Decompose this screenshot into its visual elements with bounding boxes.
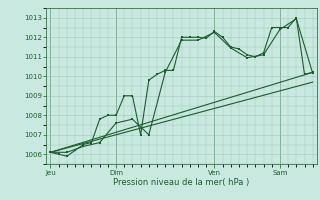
X-axis label: Pression niveau de la mer( hPa ): Pression niveau de la mer( hPa ) xyxy=(114,178,250,187)
